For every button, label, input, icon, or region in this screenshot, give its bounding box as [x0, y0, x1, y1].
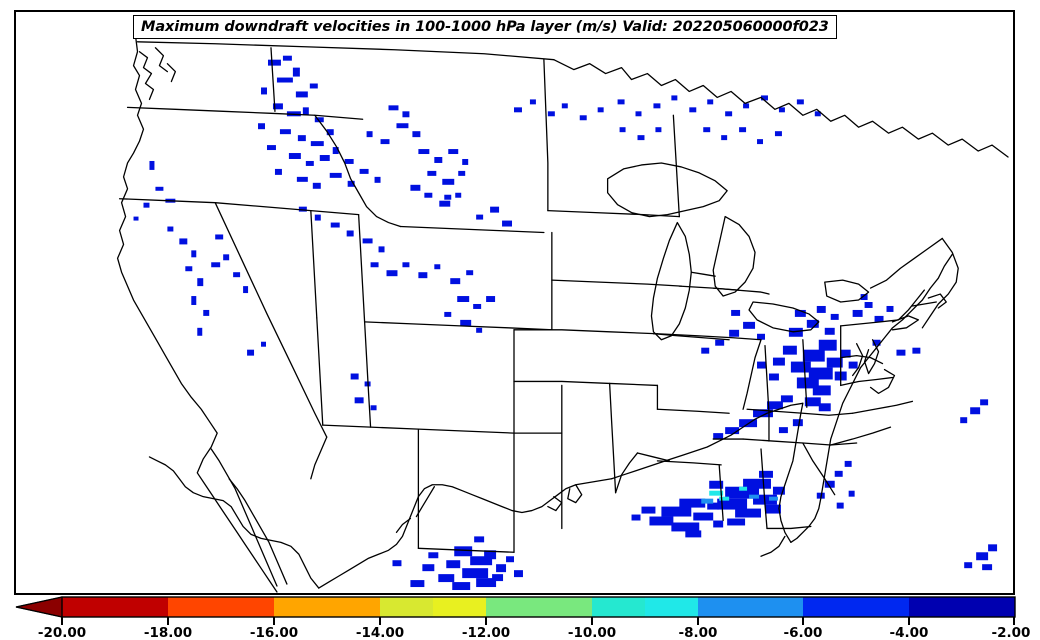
colorbar-bands — [62, 597, 1015, 617]
map-title-box: Maximum downdraft velocities in 100-1000… — [133, 15, 837, 39]
colorbar-tick-label: -4.00 — [890, 625, 929, 640]
map-title-text: Maximum downdraft velocities in 100-1000… — [141, 19, 829, 35]
colorbar-ticks — [61, 617, 1015, 625]
colorbar-outline — [61, 596, 1016, 618]
colorbar-tick-label: -12.00 — [462, 625, 510, 640]
colorbar-svg: -20.00 -18.00 -16.00 -14.00 -12.00 -10.0… — [15, 596, 1031, 640]
downdraft-data-layer — [133, 55, 998, 591]
colorbar-tick-label: -14.00 — [356, 625, 404, 640]
colorbar-tick-label: -2.00 — [992, 625, 1031, 640]
geography-layer — [116, 35, 1009, 593]
colorbar-tick-label: -8.00 — [679, 625, 718, 640]
colorbar-tick-label: -10.00 — [568, 625, 616, 640]
colorbar-tick-label: -20.00 — [38, 625, 86, 640]
colorbar-tick-label: -18.00 — [144, 625, 192, 640]
colorbar-tick-labels: -20.00 -18.00 -16.00 -14.00 -12.00 -10.0… — [38, 625, 1031, 640]
colorbar-tick-label: -6.00 — [784, 625, 823, 640]
map-panel[interactable]: Maximum downdraft velocities in 100-1000… — [14, 10, 1015, 595]
colorbar-tick-label: -16.00 — [250, 625, 298, 640]
colorbar-min-arrow — [15, 596, 63, 618]
conus-map — [116, 35, 1009, 593]
colorbar[interactable]: -20.00 -18.00 -16.00 -14.00 -12.00 -10.0… — [0, 595, 1040, 640]
